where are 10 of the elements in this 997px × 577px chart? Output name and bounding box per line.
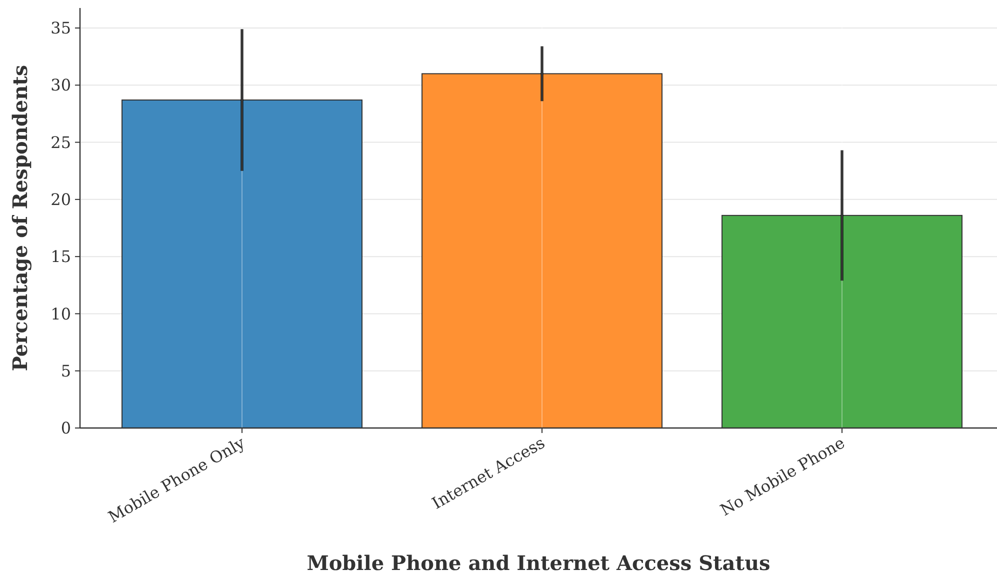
y-tick-label: 10 xyxy=(50,304,71,324)
y-tick-label: 25 xyxy=(50,132,71,152)
y-axis-title: Percentage of Respondents xyxy=(8,64,32,372)
y-tick-label: 35 xyxy=(50,18,71,38)
x-axis-title: Mobile Phone and Internet Access Status xyxy=(306,551,770,575)
y-tick-label: 5 xyxy=(60,361,71,380)
y-tick-label: 20 xyxy=(50,190,71,210)
y-tick-label: 15 xyxy=(50,247,71,266)
y-tick-label: 0 xyxy=(60,418,71,438)
y-tick-label: 30 xyxy=(50,76,71,95)
